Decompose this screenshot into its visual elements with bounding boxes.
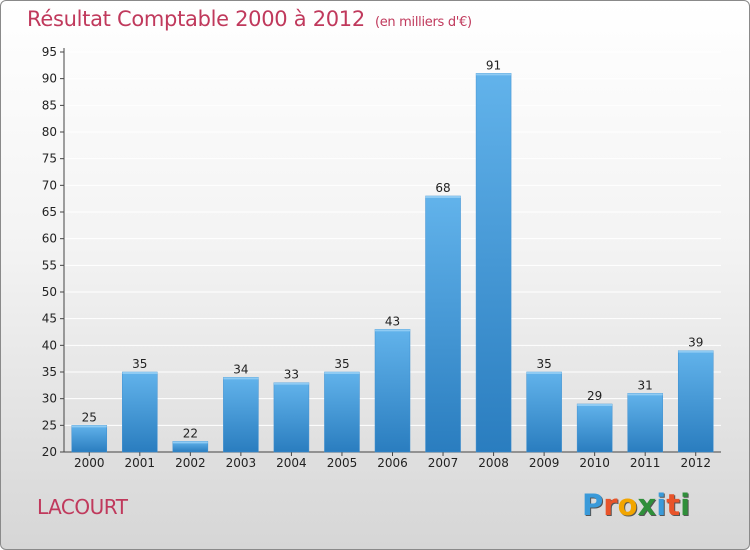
y-tick-label: 50 — [42, 285, 57, 299]
bar-highlight — [526, 372, 562, 374]
bar-highlight — [122, 372, 158, 374]
x-tick-label: 2011 — [630, 456, 661, 470]
logo-letter: i — [656, 488, 667, 522]
y-tick-label: 75 — [42, 152, 57, 166]
bar-highlight — [577, 404, 613, 406]
x-tick-label: 2004 — [276, 456, 307, 470]
x-tick-label: 2005 — [327, 456, 358, 470]
data-label-2000: 25 — [82, 410, 97, 424]
y-tick-label: 40 — [42, 338, 57, 352]
bar-highlight — [172, 441, 208, 444]
bars — [71, 73, 714, 453]
data-label-2005: 35 — [334, 357, 349, 371]
y-tick-label: 20 — [42, 445, 57, 459]
bar-2001[interactable] — [122, 371, 158, 453]
data-label-2007: 68 — [435, 181, 450, 195]
y-tick-label: 60 — [42, 232, 57, 246]
x-tick-label: 2008 — [478, 456, 509, 470]
bar-2012[interactable] — [677, 350, 714, 453]
data-label-2011: 31 — [638, 378, 653, 392]
town-name: LACOURT — [37, 495, 128, 519]
bar-2010[interactable] — [576, 403, 613, 453]
bar-2004[interactable] — [273, 382, 310, 453]
x-tick-label: 2001 — [125, 456, 156, 470]
x-tick-label: 2007 — [428, 456, 459, 470]
x-tick-label: 2010 — [579, 456, 610, 470]
y-tick-label: 35 — [42, 365, 57, 379]
y-tick-label: 25 — [42, 418, 57, 432]
bar-highlight — [71, 425, 107, 428]
proxiti-logo[interactable]: Proxiti — [582, 488, 690, 522]
bar-highlight — [324, 372, 360, 374]
logo-letter: o — [617, 488, 638, 522]
bar-highlight — [476, 73, 512, 76]
bar-highlight — [627, 393, 663, 396]
data-label-2004: 33 — [284, 368, 299, 382]
logo-letter: x — [637, 488, 657, 522]
y-tick-label: 95 — [42, 45, 57, 59]
x-tick-label: 2002 — [175, 456, 206, 470]
data-label-2008: 91 — [486, 58, 501, 72]
data-label-2009: 35 — [536, 357, 551, 371]
bar-2007[interactable] — [425, 195, 461, 453]
bar-2008[interactable] — [475, 73, 512, 453]
logo-letter: P — [582, 488, 604, 522]
bar-2005[interactable] — [324, 371, 360, 453]
bar-2006[interactable] — [374, 329, 411, 453]
logo-letter: t — [666, 488, 681, 522]
bar-2011[interactable] — [627, 393, 663, 453]
y-tick-label: 90 — [42, 72, 57, 86]
chart-title: Résultat Comptable 2000 à 2012 (en millie… — [27, 7, 472, 31]
bar-highlight — [425, 196, 461, 198]
data-labels: 25 35 22 34 33 35 43 68 91 35 29 31 39 — [82, 58, 704, 440]
data-label-2002: 22 — [183, 426, 198, 440]
logo-letter: r — [603, 488, 618, 522]
data-label-2001: 35 — [132, 357, 147, 371]
y-tick-label: 85 — [42, 98, 57, 112]
x-tick-label: 2012 — [680, 456, 711, 470]
x-tick-label: 2009 — [529, 456, 560, 470]
bar-highlight — [678, 350, 714, 353]
chart-title-text: Résultat Comptable 2000 à 2012 — [27, 7, 365, 31]
bar-highlight — [273, 382, 309, 385]
data-label-2010: 29 — [587, 389, 602, 403]
data-label-2003: 34 — [233, 362, 248, 376]
y-tick-label: 65 — [42, 205, 57, 219]
bar-highlight — [223, 377, 259, 380]
bar-2009[interactable] — [526, 371, 562, 453]
y-tick-label: 55 — [42, 258, 57, 272]
y-tick-label: 80 — [42, 125, 57, 139]
y-tick-label: 70 — [42, 178, 57, 192]
y-tick-label: 30 — [42, 392, 57, 406]
x-tick-label: 2000 — [74, 456, 105, 470]
x-tick-label: 2003 — [226, 456, 257, 470]
data-label-2006: 43 — [385, 314, 400, 328]
x-tick-label: 2006 — [377, 456, 408, 470]
logo-letter: i — [680, 488, 691, 522]
bar-highlight — [375, 329, 410, 332]
y-tick-label: 45 — [42, 312, 57, 326]
chart-unit: (en milliers d'€) — [374, 15, 472, 30]
bar-2003[interactable] — [223, 377, 259, 453]
data-label-2012: 39 — [688, 336, 703, 350]
bar-2000[interactable] — [71, 425, 108, 453]
